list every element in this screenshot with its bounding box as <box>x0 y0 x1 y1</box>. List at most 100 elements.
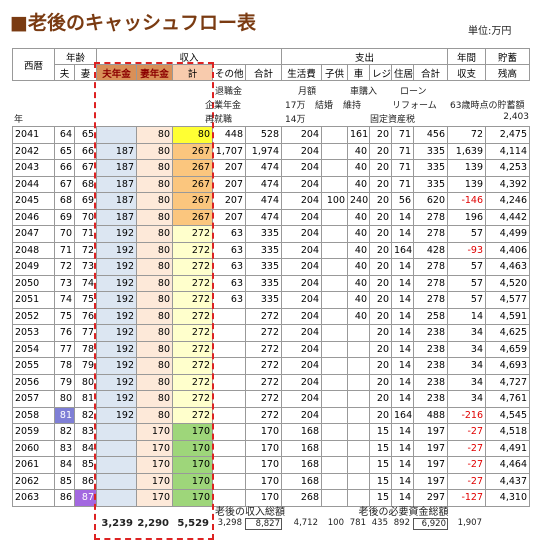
cell: 204 <box>281 307 322 325</box>
cell <box>321 159 348 177</box>
cell: 40 <box>347 274 370 292</box>
cell: 20 <box>369 340 392 358</box>
cell <box>212 340 246 358</box>
cell: 4,406 <box>485 241 530 259</box>
cell: 69 <box>54 208 75 226</box>
total: 781 <box>349 518 366 528</box>
cell: 170 <box>172 439 213 457</box>
note: 企業年金 <box>205 101 242 111</box>
cell: 66 <box>54 159 75 177</box>
cell: 4,591 <box>485 307 530 325</box>
cell: 278 <box>413 291 448 309</box>
cell: 272 <box>172 357 213 375</box>
cell: 170 <box>172 489 213 507</box>
cell: 40 <box>347 142 370 160</box>
cell: 272 <box>245 357 282 375</box>
cell <box>321 274 348 292</box>
cell: 79 <box>54 373 75 391</box>
cell: 56 <box>391 192 414 210</box>
cell: 14 <box>391 456 414 474</box>
cell: 80 <box>136 225 173 243</box>
cell: 20 <box>369 126 392 144</box>
cell: 204 <box>281 357 322 375</box>
cell: 2056 <box>12 373 55 391</box>
cell: 14 <box>391 439 414 457</box>
cell <box>321 291 348 309</box>
header-cell: 支出 <box>281 48 449 65</box>
cell: 2062 <box>12 472 55 490</box>
data-row: 2057 80 81 192 80 272 272 204 20 14 238 34 4,761 <box>12 390 530 408</box>
cell: 335 <box>413 175 448 193</box>
data-row: 2051 74 75 192 80 272 63 335 204 40 20 14 278 57 4,577 <box>12 291 530 309</box>
cell: 197 <box>413 472 448 490</box>
cell <box>347 373 370 391</box>
cell: 474 <box>245 192 282 210</box>
table-body: 2041 64 65 80 80 448 528 204 161 20 71 456 72 2,475 20… <box>12 126 530 507</box>
cell: 272 <box>172 291 213 309</box>
cell: 80 <box>136 390 173 408</box>
cell: 80 <box>136 126 173 144</box>
cell: 40 <box>347 225 370 243</box>
cell: 72 <box>447 126 486 144</box>
cell: 238 <box>413 357 448 375</box>
cell: 4,114 <box>485 142 530 160</box>
cell: 70 <box>54 225 75 243</box>
cell: 1,707 <box>212 142 246 160</box>
cell: 161 <box>347 126 370 144</box>
cell: 80 <box>136 208 173 226</box>
cell: 170 <box>172 456 213 474</box>
cell: 267 <box>172 142 213 160</box>
cell: 15 <box>369 439 392 457</box>
header-cell: 住居 <box>391 64 415 81</box>
cell: 82 <box>54 423 75 441</box>
cell: 267 <box>172 192 213 210</box>
data-row: 2055 78 79 192 80 272 272 204 20 14 238 34 4,693 <box>12 357 530 375</box>
cell: 335 <box>245 225 282 243</box>
cell <box>321 406 348 424</box>
cell: 192 <box>96 258 137 276</box>
cell: 14 <box>391 340 414 358</box>
cell: 187 <box>96 192 137 210</box>
cell: 2054 <box>12 340 55 358</box>
cell <box>321 175 348 193</box>
note: 2,403 <box>503 112 529 122</box>
cell: 272 <box>245 307 282 325</box>
total: 8,827 <box>245 518 282 530</box>
data-row: 2047 70 71 192 80 272 63 335 204 40 20 14 278 57 4,499 <box>12 225 530 243</box>
cell: 204 <box>281 142 322 160</box>
cell: 2050 <box>12 274 55 292</box>
cell: 4,518 <box>485 423 530 441</box>
cell <box>347 472 370 490</box>
cell: 20 <box>369 406 392 424</box>
cell: 2042 <box>12 142 55 160</box>
cell: 20 <box>369 241 392 259</box>
cell: 85 <box>54 472 75 490</box>
data-row: 2046 69 70 187 80 267 207 474 204 40 20 14 278 196 4,4… <box>12 208 530 226</box>
cell: 14 <box>391 423 414 441</box>
cell: 1,639 <box>447 142 486 160</box>
cell: 4,545 <box>485 406 530 424</box>
cell: 204 <box>281 126 322 144</box>
cell: 14 <box>391 324 414 342</box>
note: 17万 <box>285 101 306 111</box>
cell: 272 <box>172 241 213 259</box>
cell <box>321 225 348 243</box>
cell: 335 <box>245 291 282 309</box>
header-cell: 年間 <box>447 48 487 65</box>
cell: 34 <box>447 340 486 358</box>
header-cell: 妻年金 <box>136 64 174 81</box>
cell: 20 <box>369 274 392 292</box>
header-cell: 夫 <box>54 64 75 81</box>
cell: -27 <box>447 423 486 441</box>
total: 6,920 <box>413 518 448 530</box>
cell <box>321 241 348 259</box>
cell: 272 <box>172 225 213 243</box>
cell: 80 <box>54 390 75 408</box>
data-row: 2061 84 85 170 170 170 168 15 14 197 -27 4,464 <box>12 456 530 474</box>
cell: 2046 <box>12 208 55 226</box>
cell <box>212 406 246 424</box>
data-row: 2060 83 84 170 170 170 168 15 14 197 -27 4,491 <box>12 439 530 457</box>
cell: 14 <box>391 373 414 391</box>
note: 維持 <box>343 101 362 111</box>
